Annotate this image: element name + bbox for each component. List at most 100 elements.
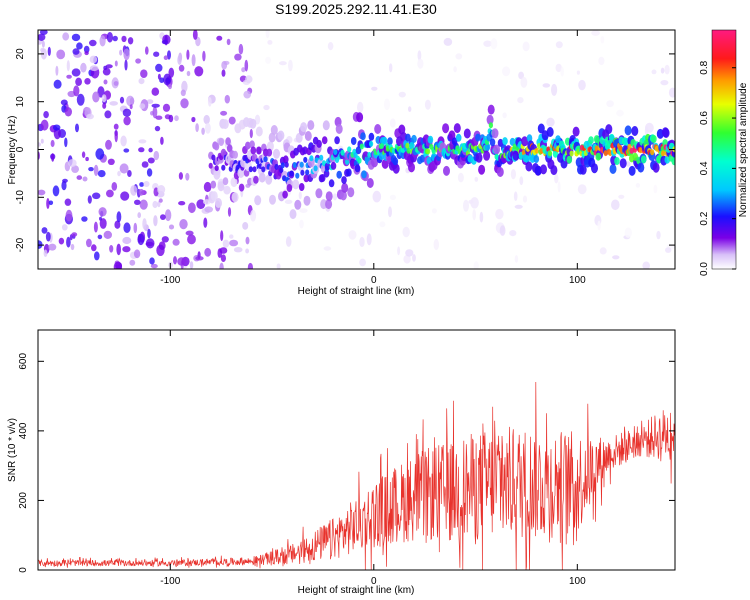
spectrogram-noise-blob [109, 245, 114, 253]
spectrogram-ridge-blob [303, 195, 311, 206]
spectrogram-noise-blob [127, 37, 134, 45]
spectrogram-noise-blob [70, 243, 75, 251]
spectrogram-ridge-blob [280, 162, 285, 169]
spectrogram-noise-blob [546, 117, 555, 127]
spectrogram-noise-blob [123, 116, 131, 126]
spectrogram-noise-blob [599, 247, 607, 255]
spectrogram-noise-blob [86, 238, 92, 248]
spectrogram-ridge-blob [475, 152, 483, 163]
spectrogram-ridge-blob [400, 132, 408, 142]
spectrogram-ridge-blob [245, 141, 251, 150]
spectrogram-noise-blob [187, 234, 196, 245]
spectrogram-y-label: Frequency (Hz) [7, 116, 18, 185]
spectrogram-ridge-blob [368, 132, 375, 141]
spectrogram-noise-blob [517, 97, 524, 104]
spectrogram-noise-blob [152, 200, 158, 209]
spectrogram-noise-blob [185, 230, 194, 236]
spectrogram-ridge-blob [371, 157, 378, 168]
spectrogram-noise-blob [263, 104, 270, 111]
spectrogram-noise-blob [195, 123, 199, 133]
spectrogram-noise-blob [472, 209, 477, 221]
spectrogram-ridge-blob [307, 120, 315, 131]
spectrogram-ridge-blob [289, 209, 297, 220]
spectrogram-noise-blob [133, 222, 138, 234]
colorbar-gradient [711, 29, 737, 270]
spectrogram-ridge-blob [493, 144, 501, 155]
spectrogram-noise-blob [194, 66, 204, 77]
spectrogram-noise-blob [43, 111, 49, 119]
spectrogram-ridge-blob [340, 149, 345, 156]
spectrogram-ridge-blob [546, 127, 554, 137]
spectrogram-noise-blob [61, 180, 67, 191]
spectrogram-noise-blob [92, 192, 101, 200]
spectrogram-noise-blob [40, 47, 45, 53]
spectrogram-ridge-blob [226, 144, 233, 153]
spectrogram-ridge-blob [347, 146, 352, 153]
spectrogram-noise-blob [186, 49, 190, 60]
spectrogram-noise-blob [135, 58, 142, 64]
spectrogram-noise-blob [195, 36, 201, 47]
chart-title: S199.2025.292.11.41.E30 [275, 1, 437, 17]
spectrogram-noise-blob [668, 87, 675, 98]
spectrogram-noise-blob [245, 75, 253, 84]
spectrogram-ridge-blob [238, 183, 245, 192]
spectrogram-noise-blob [389, 63, 393, 73]
spectrogram-noise-blob [359, 236, 365, 248]
x-tick-label: 0 [371, 275, 377, 286]
spectrogram-noise-blob [168, 224, 175, 230]
spectrogram-noise-blob [576, 70, 581, 75]
spectrogram-noise-blob [267, 40, 273, 45]
spectrogram-noise-blob [116, 243, 121, 256]
spectrogram-noise-blob [51, 153, 55, 162]
spectrogram-noise-blob [112, 35, 118, 42]
spectrogram-noise-blob [114, 60, 118, 67]
spectrogram-ridge-blob [442, 123, 450, 134]
spectrogram-noise-blob [61, 224, 68, 231]
spectrogram-ridge-blob [211, 154, 216, 161]
spectrogram-noise-blob [203, 181, 212, 193]
spectrogram-noise-blob [644, 126, 649, 136]
spectrogram-ridge-blob [502, 137, 508, 146]
spectrogram-ridge-blob [489, 138, 496, 147]
spectrogram-noise-blob [152, 106, 158, 119]
spectrogram-ridge-blob [478, 164, 486, 175]
spectrogram-noise-blob [87, 195, 92, 204]
colorbar-label: Normalized spectral amplitude [738, 82, 749, 217]
spectrogram-ridge-blob [322, 120, 330, 131]
spectrogram-ridge-blob [321, 136, 328, 145]
spectrogram-noise-blob [191, 116, 196, 123]
spectrogram-noise-blob [389, 118, 396, 128]
spectrogram-ridge-blob [336, 170, 343, 179]
spectrogram-noise-blob [665, 247, 672, 253]
spectrogram-noise-blob [127, 170, 132, 177]
spectrogram-noise-blob [84, 51, 89, 56]
spectrogram-noise-blob [244, 59, 249, 72]
spectrogram-noise-blob [71, 165, 79, 174]
spectrogram-noise-blob [219, 262, 224, 269]
spectrogram-noise-blob [279, 61, 287, 66]
spectrogram-heatmap [38, 30, 675, 269]
spectrogram-noise-blob [502, 112, 507, 119]
spectrogram-noise-blob [408, 106, 412, 112]
spectrogram-noise-blob [276, 263, 281, 269]
spectrogram-noise-blob [76, 175, 83, 180]
spectrogram-ridge-blob [361, 170, 367, 179]
spectrogram-noise-blob [48, 200, 54, 206]
spectrogram-noise-blob [509, 230, 517, 237]
spectrogram-noise-blob [124, 59, 128, 71]
spectrogram-noise-blob [173, 256, 177, 265]
spectrogram-noise-blob [117, 170, 121, 177]
spectrogram-ridge-blob [409, 141, 415, 150]
spectrogram-noise-blob [250, 209, 257, 222]
spectrogram-noise-blob [611, 199, 620, 211]
spectrogram-ridge-blob [453, 123, 461, 134]
spectrogram-ridge-blob [614, 157, 620, 165]
spectrogram-noise-blob [151, 103, 160, 108]
spectrogram-noise-blob [53, 124, 61, 131]
spectrogram-noise-blob [64, 137, 68, 148]
colorbar-tick-label: 0.8 [699, 60, 710, 74]
spectrogram-noise-blob [139, 182, 145, 187]
spectrogram-noise-blob [86, 113, 94, 120]
spectrogram-ridge-blob [588, 136, 594, 145]
spectrogram-noise-blob [443, 37, 453, 46]
